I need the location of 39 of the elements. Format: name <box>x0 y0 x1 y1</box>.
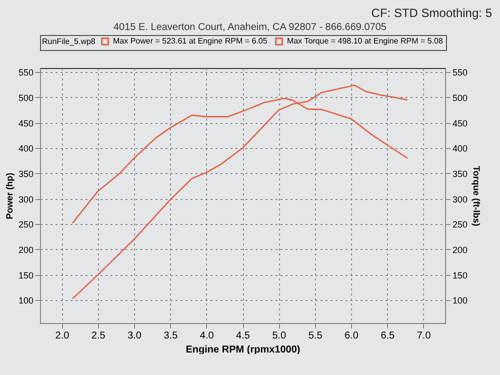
y2-tick-label: 100 <box>452 296 468 306</box>
x-tick-label: 4.5 <box>236 330 250 342</box>
y2-tick-label: 250 <box>452 220 468 230</box>
y-tick-label: 550 <box>18 68 34 78</box>
y-tick-label: 350 <box>18 168 34 179</box>
y-tick-label: 500 <box>18 92 34 103</box>
y2-tick-label: 200 <box>452 244 468 255</box>
y2-tick-label: 150 <box>452 270 468 280</box>
line-series <box>72 84 408 300</box>
y2-tick-label: 350 <box>452 168 468 179</box>
x-tick-label: 5.0 <box>272 330 287 342</box>
x-tick-label: 3.5 <box>164 330 178 342</box>
y-tick-label: 300 <box>18 194 34 204</box>
legend-title: RunFile_5.wp8 <box>42 37 96 46</box>
x-tick-label: 6.0 <box>344 330 359 342</box>
y2-tick-label: 500 <box>452 92 468 103</box>
y-tick-label: 450 <box>18 118 34 128</box>
y2-tick-label: 300 <box>452 194 468 204</box>
y-tick-label: 150 <box>18 270 34 280</box>
y-tick-label: 200 <box>18 244 34 255</box>
y2-tick-label: 400 <box>452 144 468 154</box>
x-tick-label: 2.0 <box>55 330 70 342</box>
x-tick-label: 5.5 <box>308 330 323 342</box>
text: 4015 E. Leaverton Court, Anaheim, CA 92807 - 866.669.0705 <box>112 22 388 33</box>
x-tick-label: 3.0 <box>128 330 142 342</box>
y-axis-title: Power (hp) <box>4 172 14 220</box>
y2-axis-title: Torque (ft-lbs) <box>472 166 482 226</box>
y-tick-label: 400 <box>18 144 34 154</box>
x-tick-label: 6.5 <box>380 330 396 342</box>
x-tick-label: 4.0 <box>200 330 214 342</box>
x-tick-label: 7.0 <box>416 330 432 342</box>
legend-label: Max Torque = 498.10 at Engine RPM = 5.08 <box>287 36 444 46</box>
x-tick-label: 2.5 <box>91 330 106 342</box>
y-tick-label: 100 <box>18 296 34 306</box>
text: CF: STD Smoothing: 5 <box>371 6 492 20</box>
legend-label: Max Power = 523.61 at Engine RPM = 6.05 <box>113 36 268 46</box>
y2-tick-label: 550 <box>452 68 468 78</box>
y-tick-label: 250 <box>18 220 34 230</box>
y2-tick-label: 450 <box>452 118 468 128</box>
